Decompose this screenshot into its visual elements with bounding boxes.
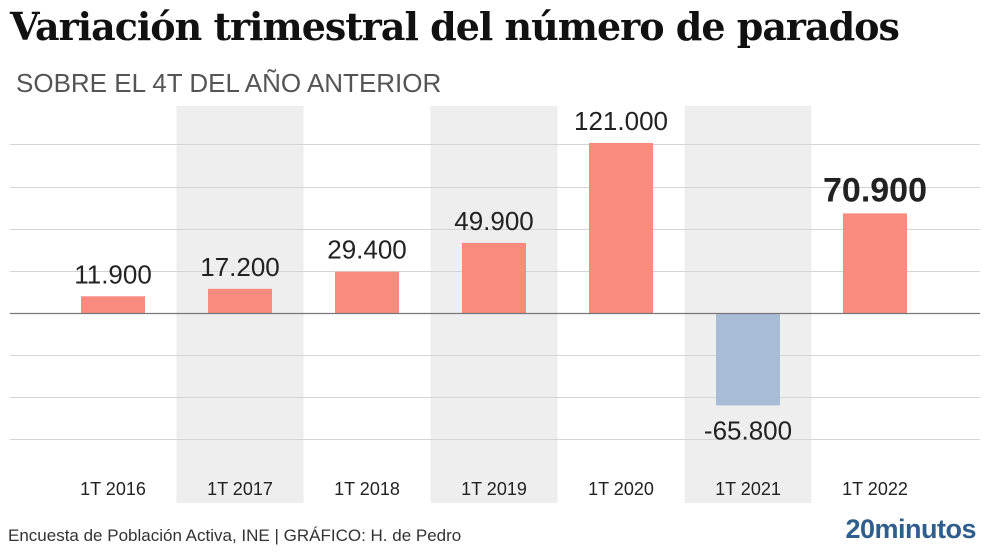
bar-chart: 11.900 17.200 29.400 49.900 121.000 -65.800 70… (10, 106, 980, 503)
value-label: 70.900 (823, 171, 927, 209)
category-tick-label: 1T 2019 (461, 479, 527, 499)
category-tick-label: 1T 2021 (715, 479, 781, 499)
bar (81, 296, 145, 313)
chart-title: Variación trimestral del número de parad… (10, 4, 900, 49)
category-tick-label: 1T 2020 (588, 479, 654, 499)
category-tick-label: 1T 2018 (334, 479, 400, 499)
bar (716, 313, 780, 406)
category-tick-label: 1T 2016 (80, 479, 146, 499)
value-label: 29.400 (327, 235, 407, 265)
category-tick-label: 1T 2022 (842, 479, 908, 499)
brand-logo: 20minutos (845, 514, 976, 544)
value-label: 49.900 (454, 206, 534, 236)
column-band (684, 106, 812, 503)
category-tick-label: 1T 2017 (207, 479, 273, 499)
bar (208, 288, 272, 313)
value-label: 121.000 (574, 106, 668, 136)
bar (335, 271, 399, 313)
value-label: 17.200 (200, 252, 280, 282)
chart-subtitle: SOBRE EL 4T DEL AÑO ANTERIOR (16, 68, 442, 98)
value-label: -65.800 (704, 415, 792, 445)
bar (589, 143, 653, 313)
source-note: Encuesta de Población Activa, INE | GRÁF… (8, 526, 462, 545)
bar (462, 242, 526, 313)
bar (843, 213, 907, 313)
value-label: 11.900 (74, 259, 152, 289)
